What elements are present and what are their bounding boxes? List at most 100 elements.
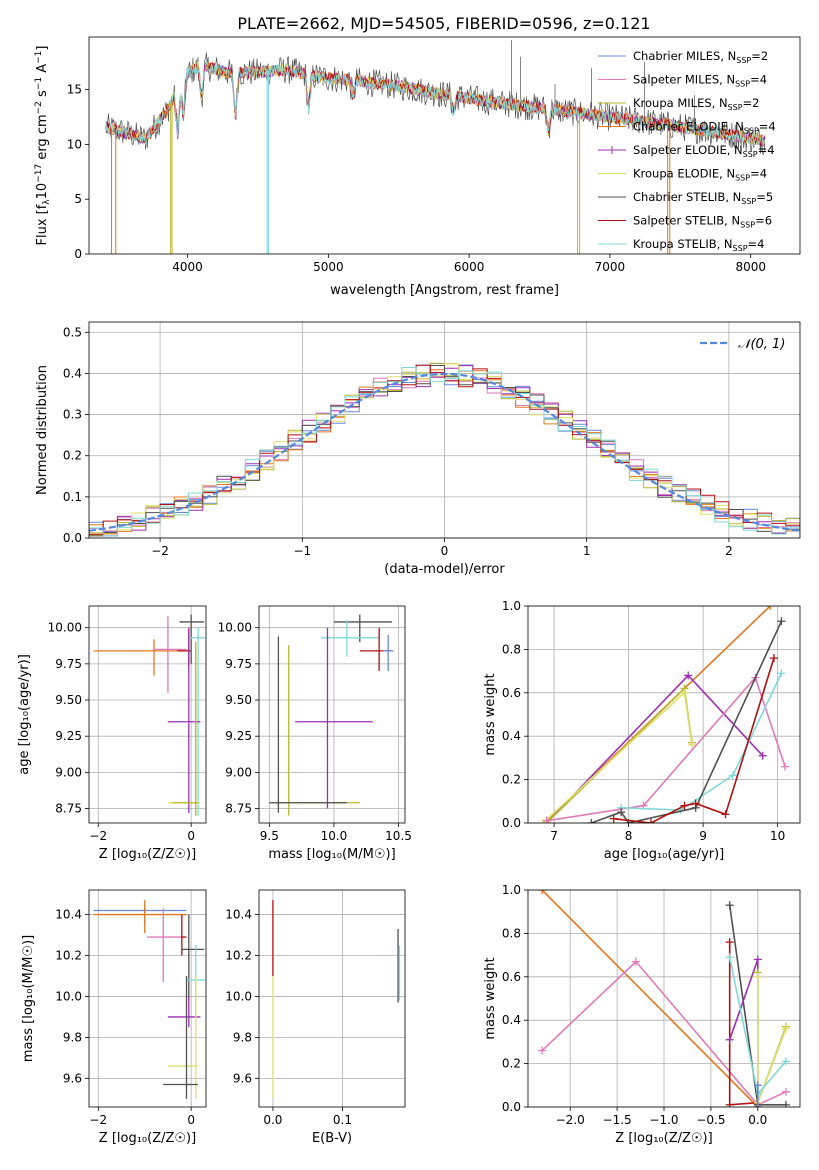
spectrum-xtick-label: 5000 [313, 260, 344, 274]
legend-n: =4 [759, 120, 776, 134]
age-vs-mass-axes: 9.5 10.0 10.5 8.75 9.00 9.25 9.50 9.75 10.00 [218, 606, 412, 843]
mass-weight-vs-age-xtick-label: 9 [699, 829, 707, 843]
spectrum-ylabel-part: −17 [34, 164, 44, 183]
age-vs-Z-frame [88, 605, 207, 824]
mass-weight-vs-Z-ytick-label: 0.4 [502, 1013, 521, 1027]
age-vs-mass-ytick-label: 8.75 [225, 802, 252, 816]
mass-vs-EBV-points [272, 900, 401, 1099]
mass-weight-vs-Z-series-1 [541, 960, 787, 1106]
residuals-xlabel: (data-model)/error [384, 562, 505, 577]
mass-weight-vs-Z-xtick-label: 0.0 [748, 1113, 767, 1127]
residuals-frame [88, 321, 801, 539]
mass-weight-vs-Z-xtick-label: −0.5 [696, 1113, 725, 1127]
age-vs-mass-points [269, 614, 394, 816]
spectrum-dip [111, 128, 117, 254]
residuals-ytick-label: 0.2 [63, 449, 82, 463]
legend-model: Salpeter MILES, N [633, 73, 735, 87]
mass-vs-EBV-ytick-label: 10.4 [225, 908, 252, 922]
residuals-ytick-label: 0.3 [63, 408, 82, 422]
residuals-xtick-label: −1 [293, 544, 311, 558]
mass-vs-Z-ylabel: mass [log₁₀(M/M☉)] [21, 935, 36, 1062]
age-vs-Z-xtick-label: −2 [89, 829, 107, 843]
age-vs-mass-xtick-label: 10.5 [385, 829, 412, 843]
spectrum-series-8 [105, 60, 766, 147]
mass-weight-vs-age-xtick-label: 7 [550, 829, 558, 843]
mass-vs-Z-axes: −2 0 9.6 9.8 10.0 10.2 10.4 [55, 890, 206, 1127]
spectrum-xtick-label: 6000 [454, 260, 485, 274]
mass-weight-vs-Z-ytick-label: 0.2 [502, 1057, 521, 1071]
spectrum-series-7 [105, 62, 766, 147]
legend-sub: SSP [740, 221, 755, 230]
mass-vs-EBV-ytick-label: 10.2 [225, 949, 252, 963]
mass-weight-vs-age-ytick-label: 0.0 [502, 816, 521, 830]
age-vs-mass-ytick-label: 10.00 [218, 621, 252, 635]
residuals-ytick-label: 0.4 [63, 366, 82, 380]
legend-model: Chabrier MILES, N [633, 49, 736, 63]
legend-model: Chabrier STELIB, N [633, 190, 741, 204]
legend-sub: SSP [733, 244, 748, 253]
mass-weight-vs-Z-ytick-label: 0.6 [502, 970, 521, 984]
spectrum-ylabel-part: A [35, 64, 50, 77]
age-vs-mass-ytick-label: 9.75 [225, 657, 252, 671]
spectrum-ytick-label: 5 [74, 192, 82, 206]
mass-weight-vs-age-ytick-label: 0.2 [502, 773, 521, 787]
spectrum-dip [577, 112, 581, 254]
legend-label-1: Salpeter MILES, NSSP=4 [633, 73, 767, 89]
legend-label-2: Kroupa MILES, NSSP=2 [633, 96, 759, 112]
age-vs-Z-xtick-label: 0 [187, 829, 195, 843]
age-vs-mass-ytick-label: 9.00 [225, 765, 252, 779]
mass-weight-vs-Z-ytick-label: 0.8 [502, 926, 521, 940]
legend-model: Salpeter ELODIE, N [633, 143, 743, 157]
spectrum-ylabel-part: −2 [34, 101, 44, 114]
spectrum-xtick-label: 7000 [595, 260, 626, 274]
legend-n: =5 [756, 190, 773, 204]
spectrum-lines [105, 40, 766, 254]
mass-vs-Z-ytick-label: 9.6 [63, 1071, 82, 1085]
mass-vs-Z-xtick-label: 0 [187, 1113, 195, 1127]
mass-weight-vs-Z-xlabel: Z [log₁₀(Z/Z☉)] [615, 1131, 712, 1146]
mass-vs-Z-xtick-label: −2 [89, 1113, 107, 1127]
mass-weight-vs-age-series-4 [546, 676, 786, 822]
mass-vs-Z-ytick-label: 10.0 [55, 989, 82, 1003]
legend-label-3: Chabrier ELODIE, NSSP=4 [633, 120, 776, 136]
age-vs-Z-ytick-label: 9.50 [55, 693, 82, 707]
spectrum-ylabel-part: 10 [35, 183, 50, 200]
mass-vs-EBV-xlabel: E(B-V) [312, 1131, 352, 1146]
legend-sub: SSP [741, 197, 756, 206]
age-vs-Z-ytick-label: 8.75 [55, 802, 82, 816]
spectrum-xtick-label: 8000 [735, 260, 766, 274]
mass-weight-vs-age-frame [527, 605, 801, 824]
residuals-xtick-label: 0 [441, 544, 449, 558]
spectrum-frame [88, 36, 801, 255]
legend-sub: SSP [736, 56, 751, 65]
legend-n: =4 [758, 143, 775, 157]
mass-weight-vs-Z-xtick-label: −1.0 [649, 1113, 678, 1127]
legend-model: Kroupa MILES, N [633, 96, 728, 110]
legend-model: Chabrier ELODIE, N [633, 120, 744, 134]
age-vs-mass-xtick-label: 10.0 [321, 829, 348, 843]
spectrum-ytick-label: 15 [67, 83, 82, 97]
spectrum-ylabel-part: ] [35, 46, 50, 51]
mass-weight-vs-age-ytick-label: 0.4 [502, 729, 521, 743]
mass-weight-vs-Z-ylabel: mass weight [483, 957, 498, 1039]
residuals-histograms [89, 362, 800, 537]
legend-label-5: Kroupa ELODIE, NSSP=4 [633, 167, 767, 183]
legend-label-8: Kroupa STELIB, NSSP=4 [633, 237, 764, 253]
mass-weight-vs-Z-xtick-label: −2.0 [556, 1113, 585, 1127]
spectrum-dip [667, 124, 671, 254]
mass-weight-vs-age-series-5 [621, 672, 783, 811]
mass-vs-EBV-axes: 0.0 0.1 9.6 9.8 10.0 10.2 10.4 [225, 890, 405, 1127]
spectrum-xlabel: wavelength [Angstrom, rest frame] [330, 283, 559, 298]
mass-weight-vs-age-ylabel: mass weight [483, 673, 498, 755]
age-vs-Z-points [93, 614, 206, 816]
mass-vs-Z-ytick-label: 9.8 [63, 1030, 82, 1044]
mass-weight-vs-Z-ytick-label: 1.0 [502, 883, 521, 897]
mass-weight-vs-age-ytick-label: 0.6 [502, 686, 521, 700]
mass-weight-vs-age-xtick-label: 8 [625, 829, 633, 843]
residuals-xtick-label: 1 [583, 544, 591, 558]
legend-label-7: Salpeter STELIB, NSSP=6 [633, 214, 772, 230]
residuals-legend-label: 𝒩(0, 1) [738, 337, 785, 352]
age-vs-Z-ylabel: age [log₁₀(age/yr)] [17, 654, 32, 775]
mass-vs-EBV-ytick-label: 10.0 [225, 989, 252, 1003]
